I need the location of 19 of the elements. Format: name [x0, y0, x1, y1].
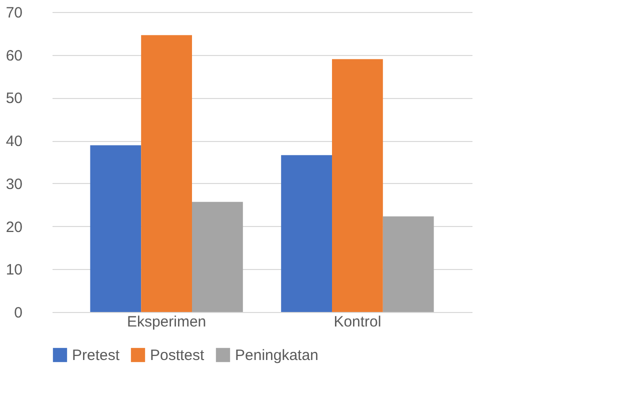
legend-label: Pretest	[72, 347, 120, 364]
y-tick-label: 70	[6, 4, 22, 22]
legend-label: Peningkatan	[235, 347, 318, 364]
y-tick-label: 30	[6, 176, 22, 193]
y-tick-label: 10	[6, 262, 22, 279]
y-tick-label: 0	[14, 304, 22, 322]
x-tick-label: Eksperimen	[126, 314, 206, 330]
y-tick-label: 60	[6, 47, 22, 64]
bar	[281, 155, 332, 312]
bar	[192, 202, 243, 312]
bar	[332, 59, 383, 312]
legend-label: Posttest	[150, 347, 206, 364]
bar	[382, 216, 434, 312]
y-tick-label: 40	[6, 133, 22, 150]
bar	[90, 145, 142, 312]
y-tick-label: 20	[6, 218, 22, 236]
x-tick-label: Kontrol	[334, 314, 382, 330]
y-tick-label: 50	[6, 90, 22, 108]
bar	[141, 35, 192, 312]
